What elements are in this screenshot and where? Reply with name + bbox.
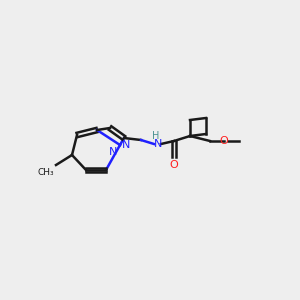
Text: O: O [220, 136, 228, 146]
Text: N: N [154, 139, 162, 149]
Text: O: O [169, 160, 178, 170]
Text: H: H [152, 131, 159, 141]
Text: N: N [109, 147, 117, 157]
Text: N: N [122, 140, 130, 150]
Text: CH₃: CH₃ [38, 168, 54, 177]
